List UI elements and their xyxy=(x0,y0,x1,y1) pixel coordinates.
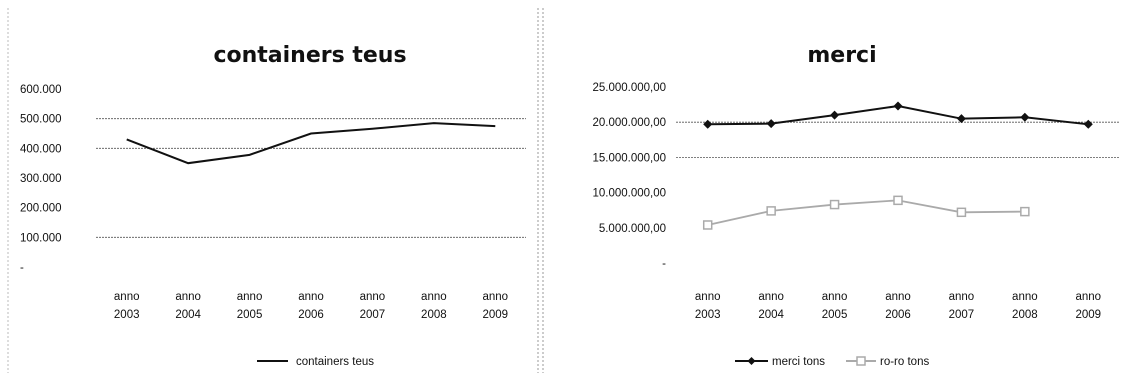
x-tick-label: anno xyxy=(175,291,201,303)
x-tick-label: 2003 xyxy=(114,309,140,321)
data-point xyxy=(766,119,776,129)
y-tick-label: 5.000.000,00 xyxy=(599,223,666,235)
x-tick-label: 2007 xyxy=(949,309,975,321)
gridlines xyxy=(96,118,526,238)
merci-chart: merci - 5.000.000,00 10.000.000,00 15.000.0… xyxy=(592,43,1120,368)
x-tick-label: anno xyxy=(114,291,140,303)
y-tick-label: - xyxy=(20,262,24,274)
y-tick-label: 600.000 xyxy=(20,84,62,96)
y-axis-ticks: - 100.000 200.000 300.000 400.000 500.000 600.… xyxy=(20,84,62,274)
x-tick-label: 2005 xyxy=(822,309,848,321)
y-axis-ticks: - 5.000.000,00 10.000.000,00 15.000.000,00 2… xyxy=(592,82,666,270)
x-tick-label: 2003 xyxy=(695,309,721,321)
x-tick-label: anno xyxy=(1012,291,1038,303)
x-tick-label: anno xyxy=(237,291,263,303)
legend-label: containers teus xyxy=(296,356,374,368)
legend: merci tons ro-ro tons xyxy=(735,356,929,368)
chart-title: merci xyxy=(807,43,876,68)
x-tick-label: 2008 xyxy=(1012,309,1038,321)
data-point xyxy=(766,206,776,216)
x-tick-label: anno xyxy=(421,291,447,303)
x-axis-ticks: anno 2003 anno 2004 anno 2005 anno 2006 anno 2007… xyxy=(695,291,1101,321)
x-tick-label: anno xyxy=(360,291,386,303)
series-group xyxy=(702,101,1093,230)
x-tick-label: 2009 xyxy=(1075,309,1101,321)
data-point xyxy=(956,114,966,124)
x-tick-label: 2004 xyxy=(758,309,784,321)
y-tick-label: 300.000 xyxy=(20,173,62,185)
y-tick-label: 500.000 xyxy=(20,114,62,126)
x-tick-label: 2004 xyxy=(175,309,201,321)
x-tick-label: 2005 xyxy=(237,309,263,321)
y-tick-label: - xyxy=(662,258,666,270)
x-tick-label: anno xyxy=(822,291,848,303)
legend-label: ro-ro tons xyxy=(880,356,929,368)
x-tick-label: 2008 xyxy=(421,309,447,321)
data-point xyxy=(893,101,903,111)
series-line-containers-teus xyxy=(126,122,496,165)
y-tick-label: 15.000.000,00 xyxy=(592,152,666,164)
y-tick-label: 200.000 xyxy=(20,203,62,215)
data-point xyxy=(702,220,713,230)
y-tick-label: 400.000 xyxy=(20,143,62,155)
x-axis-ticks: anno 2003 anno 2004 anno 2005 anno 2006 anno 2007… xyxy=(114,291,508,321)
containers-teus-chart: containers teus - 100.000 200.000 300.000 40… xyxy=(20,43,526,368)
x-tick-label: 2007 xyxy=(360,309,386,321)
y-tick-label: 20.000.000,00 xyxy=(592,117,666,129)
y-tick-label: 10.000.000,00 xyxy=(592,188,666,200)
data-point xyxy=(893,195,903,206)
x-tick-label: anno xyxy=(949,291,975,303)
x-tick-label: anno xyxy=(482,291,508,303)
gridlines xyxy=(676,121,1120,158)
data-point xyxy=(1020,206,1030,217)
y-tick-label: 100.000 xyxy=(20,232,62,244)
legend-label: merci tons xyxy=(772,356,825,368)
data-point xyxy=(956,207,967,218)
legend-marker-ro-ro-tons xyxy=(856,356,866,366)
legend-marker-merci-tons xyxy=(747,357,756,365)
series-group xyxy=(126,122,496,165)
x-tick-label: anno xyxy=(758,291,784,303)
data-point xyxy=(830,110,840,120)
data-point xyxy=(703,119,713,129)
chart-title: containers teus xyxy=(213,43,406,68)
series-line-ro-ro-tons xyxy=(707,199,1025,226)
data-point xyxy=(1083,119,1093,129)
x-tick-label: anno xyxy=(298,291,324,303)
x-tick-label: 2009 xyxy=(482,309,508,321)
x-tick-label: anno xyxy=(1075,291,1101,303)
x-tick-label: anno xyxy=(695,291,721,303)
legend: containers teus xyxy=(257,356,374,368)
data-point xyxy=(829,199,840,210)
x-tick-label: 2006 xyxy=(298,309,324,321)
x-tick-label: 2006 xyxy=(885,309,911,321)
y-tick-label: 25.000.000,00 xyxy=(592,82,666,94)
data-point xyxy=(1020,112,1030,122)
x-tick-label: anno xyxy=(885,291,911,303)
